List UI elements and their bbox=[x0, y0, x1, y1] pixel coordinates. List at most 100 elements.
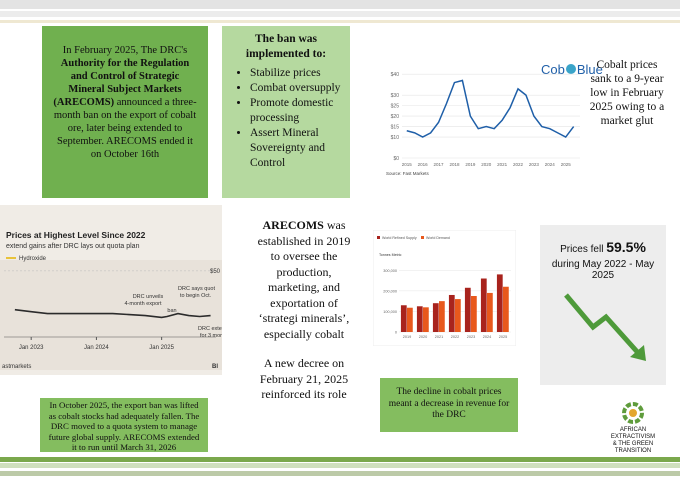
price-note: Cobalt prices sank to a 9-year low in Fe… bbox=[589, 59, 665, 127]
y-tick-label: $15 bbox=[391, 125, 400, 131]
x-tick-label: 2020 bbox=[481, 162, 492, 167]
x-tick-label: Jan 2025 bbox=[149, 345, 174, 351]
y-tick-label: $50 bbox=[210, 269, 221, 275]
subtitle: extend gains after DRC lays out quota pl… bbox=[6, 243, 140, 250]
text: Prices fell bbox=[560, 244, 604, 255]
y-tick-label: $10 bbox=[391, 135, 400, 141]
x-tick-label: 2015 bbox=[402, 162, 413, 167]
axis-label: Tonnes Metric bbox=[379, 253, 402, 257]
text: Authority for the Regulation and Control… bbox=[53, 58, 190, 108]
text: Blue bbox=[576, 62, 603, 77]
bar bbox=[487, 292, 493, 332]
ban-intro: In February 2025, The DRC's Authority fo… bbox=[42, 26, 208, 198]
source: astmarkets bbox=[2, 364, 31, 370]
x-tick-label: 2025 bbox=[499, 335, 507, 339]
annotation: 4-month export bbox=[125, 301, 162, 307]
x-tick-label: Jan 2024 bbox=[84, 345, 109, 351]
text: announced a three-month ban on the expor… bbox=[53, 97, 197, 160]
stripe bbox=[0, 20, 680, 23]
y-tick-label: $40 bbox=[391, 72, 400, 78]
text: AFRICAN EXTRACTIVISM bbox=[610, 427, 656, 440]
bar bbox=[480, 278, 487, 332]
bar bbox=[407, 307, 413, 332]
source: Source: Fast Markets bbox=[386, 171, 430, 176]
text: In February 2025, The DRC's bbox=[62, 45, 188, 56]
arecoms: ARECOMS was established in 2019 to overs… bbox=[256, 218, 352, 403]
list: Stabilize pricesCombat oversupplyPromote… bbox=[228, 66, 344, 171]
legend-label: World Demand bbox=[426, 236, 450, 240]
list-item: Combat oversupply bbox=[250, 81, 344, 96]
chart: Prices at Highest Level Since 2022 extend… bbox=[0, 205, 222, 375]
bar bbox=[464, 287, 471, 332]
bar bbox=[416, 306, 423, 332]
legend-label: Hydroxide bbox=[19, 256, 47, 262]
text: during May 2022 - May 2025 bbox=[551, 259, 655, 281]
x-tick-label: 2024 bbox=[483, 335, 491, 339]
y-tick-label: $30 bbox=[391, 93, 400, 99]
annotation: for 3 mont bbox=[200, 333, 222, 339]
credit: Bl bbox=[212, 364, 218, 370]
annotation: DRC unveils bbox=[133, 294, 164, 300]
x-tick-label: 2024 bbox=[545, 162, 556, 167]
x-tick-label: 2020 bbox=[419, 335, 427, 339]
x-tick-label: 2023 bbox=[529, 162, 540, 167]
legend-label: World Refined Supply bbox=[382, 236, 417, 240]
bar bbox=[448, 294, 455, 332]
y-tick-label: $0 bbox=[393, 156, 399, 162]
quota: In October 2025, the export ban was lift… bbox=[40, 398, 208, 452]
ban-goals: The ban was implemented to: Stabilize pr… bbox=[222, 26, 350, 198]
list-item: Stabilize prices bbox=[250, 66, 344, 81]
list-item: Promote domestic processing bbox=[250, 96, 344, 126]
x-tick-label: 2022 bbox=[513, 162, 524, 167]
annotation: DRC extends bbox=[198, 326, 222, 332]
arrow bbox=[564, 293, 646, 361]
x-tick-label: 2025 bbox=[561, 162, 572, 167]
chart: World Refined Supply World Demand Tonnes M… bbox=[373, 230, 516, 346]
brand: Cob Blue bbox=[541, 62, 603, 77]
bar bbox=[432, 303, 439, 332]
y-tick-label: 0 bbox=[395, 331, 397, 335]
y-tick-label: 200,000 bbox=[383, 289, 397, 293]
x-tick-label: 2023 bbox=[467, 335, 475, 339]
x-tick-label: 2021 bbox=[497, 162, 508, 167]
x-tick-label: 2021 bbox=[435, 335, 443, 339]
x-tick-label: 2016 bbox=[418, 162, 429, 167]
text: A new decree on February 21, 2025 reinfo… bbox=[259, 356, 349, 401]
text: Cob bbox=[541, 62, 565, 77]
y-tick-label: $25 bbox=[391, 104, 400, 110]
bar bbox=[400, 305, 407, 332]
bar bbox=[439, 301, 445, 332]
stripe bbox=[0, 463, 680, 468]
legend-swatch bbox=[421, 236, 424, 239]
stripe bbox=[0, 11, 680, 17]
text: 59.5% bbox=[606, 239, 646, 255]
stripe bbox=[0, 457, 680, 462]
bar bbox=[496, 274, 503, 332]
x-tick-label: 2017 bbox=[434, 162, 445, 167]
annotation: DRC says quot bbox=[178, 286, 215, 292]
stripe bbox=[0, 471, 680, 476]
x-tick-label: 2019 bbox=[465, 162, 476, 167]
text: & THE GREEN TRANSITION bbox=[612, 441, 654, 454]
y-tick-label: 100,000 bbox=[383, 310, 397, 314]
line bbox=[406, 79, 575, 139]
bar bbox=[455, 299, 461, 332]
logo-icon bbox=[622, 402, 644, 424]
x-tick-label: 2019 bbox=[403, 335, 411, 339]
chart: $0 $10 $15 $20 $25 $30 $40 2015 2016 2017 2018 2019… bbox=[386, 72, 580, 176]
text: ARECOMS bbox=[262, 218, 324, 232]
legend-swatch bbox=[377, 236, 380, 239]
y-tick-label: 300,000 bbox=[383, 269, 397, 273]
x-tick-label: 2018 bbox=[449, 162, 460, 167]
stripe bbox=[0, 0, 680, 9]
text: was established in 2019 to oversee the p… bbox=[257, 218, 351, 341]
price-fall: Prices fell 59.5% during May 2022 - May … bbox=[540, 225, 666, 385]
heading: The ban was implemented to: bbox=[245, 33, 327, 60]
line bbox=[14, 308, 211, 319]
x-tick-label: 2022 bbox=[451, 335, 459, 339]
title: Prices at Highest Level Since 2022 bbox=[6, 230, 146, 240]
bar bbox=[503, 286, 509, 332]
annotation: ban bbox=[167, 308, 176, 314]
list-item: Assert Mineral Sovereignty and Control bbox=[250, 126, 344, 171]
